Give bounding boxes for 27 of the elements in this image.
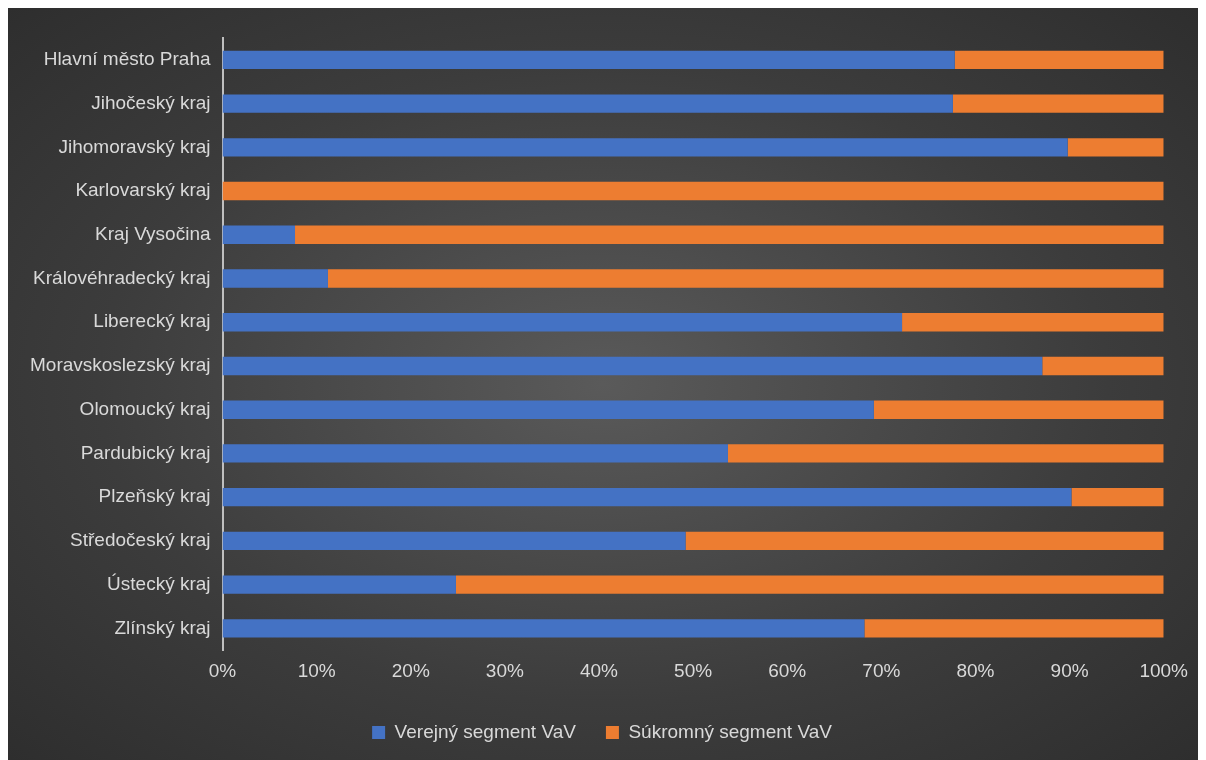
y-tick-label: Liberecký kraj (93, 310, 211, 332)
y-tick-label: Hlavní město Praha (43, 48, 211, 70)
x-tick-label: 40% (579, 659, 619, 681)
y-tick-label: Ústecký kraj (107, 572, 211, 594)
y-tick-label: Středočeský kraj (70, 529, 211, 551)
y-tick-label: Jihomoravský kraj (58, 135, 211, 157)
legend-label: Verejný segment VaV (394, 720, 577, 742)
x-tick-label: 0% (208, 659, 237, 681)
x-tick-label: 10% (297, 659, 336, 681)
x-tick-label: 80% (956, 659, 995, 681)
x-tick-label: 50% (674, 659, 713, 681)
y-tick-label: Pardubický kraj (80, 441, 211, 463)
x-tick-label: 100% (1139, 659, 1189, 681)
x-tick-label: 90% (1050, 659, 1089, 681)
y-tick-label: Moravskoslezský kraj (29, 354, 211, 376)
y-tick-label: Jihočeský kraj (91, 91, 211, 113)
x-tick-label: 20% (391, 659, 430, 681)
y-tick-label: Zlínský kraj (114, 616, 211, 638)
legend-label: Súkromný segment VaV (628, 720, 833, 742)
x-tick-label: 60% (768, 659, 807, 681)
y-tick-label: Kraj Vysočina (95, 223, 211, 245)
y-tick-label: Plzeňský kraj (98, 485, 211, 507)
x-tick-label: 30% (485, 659, 524, 681)
y-tick-label: Královéhradecký kraj (33, 266, 211, 288)
y-tick-label: Olomoucký kraj (79, 397, 211, 419)
y-tick-label: Karlovarský kraj (75, 179, 211, 201)
x-tick-label: 70% (862, 659, 901, 681)
